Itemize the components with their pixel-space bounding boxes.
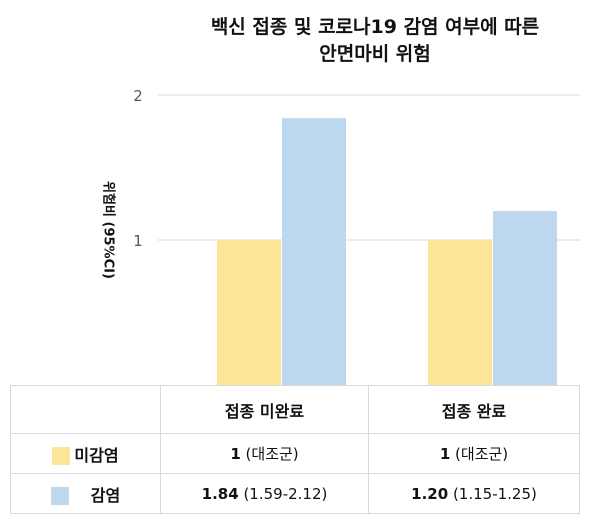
bar xyxy=(428,240,492,385)
table-row: 감염 1.84 (1.59-2.12) 1.20 (1.15-1.25) xyxy=(10,473,580,514)
bar xyxy=(493,211,557,385)
legend-entry: 감염 xyxy=(10,473,161,514)
column-header: 접종 미완료 xyxy=(160,385,369,434)
table-cell: 1.20 (1.15-1.25) xyxy=(368,473,580,514)
cell-value: 1 xyxy=(439,445,451,463)
cell-value: 1.84 xyxy=(201,484,239,503)
y-tick-label: 1 xyxy=(133,232,143,250)
table-corner xyxy=(10,385,161,434)
cell-ci: (1.15-1.25) xyxy=(452,484,537,503)
cell-value: 1.20 xyxy=(411,484,449,503)
cell-value: 1 xyxy=(230,445,241,463)
table-row: 미감염 1 (대조군) 1 (대조군) xyxy=(10,433,580,474)
legend-label: 미감염 xyxy=(74,445,119,465)
table-header-row: 접종 미완료 접종 완료 xyxy=(10,385,580,434)
chart-title: 백신 접종 및 코로나19 감염 여부에 따른 안면마비 위험 xyxy=(150,14,600,68)
cell-ci: (대조군) xyxy=(455,445,509,463)
cell-ci: (1.59-2.12) xyxy=(243,484,328,503)
legend-label: 감염 xyxy=(90,485,121,505)
legend-swatch-blue xyxy=(50,487,69,505)
legend-entry: 미감염 xyxy=(10,433,161,474)
table-cell: 1 (대조군) xyxy=(160,433,369,474)
table-cell: 1.84 (1.59-2.12) xyxy=(160,473,369,514)
table-cell: 1 (대조군) xyxy=(368,433,580,474)
bar xyxy=(217,240,281,385)
title-line-2: 안면마비 위험 xyxy=(319,43,431,65)
y-tick-label: 2 xyxy=(133,87,143,105)
title-line-1: 백신 접종 및 코로나19 감염 여부에 따른 xyxy=(210,16,540,38)
cell-ci: (대조군) xyxy=(245,445,299,463)
column-header: 접종 완료 xyxy=(368,385,580,434)
data-table: 접종 미완료 접종 완료 미감염 1 (대조군) 1 (대조군) 감염 1.84… xyxy=(10,385,580,514)
bar xyxy=(282,118,346,385)
legend-swatch-yellow xyxy=(52,447,71,465)
